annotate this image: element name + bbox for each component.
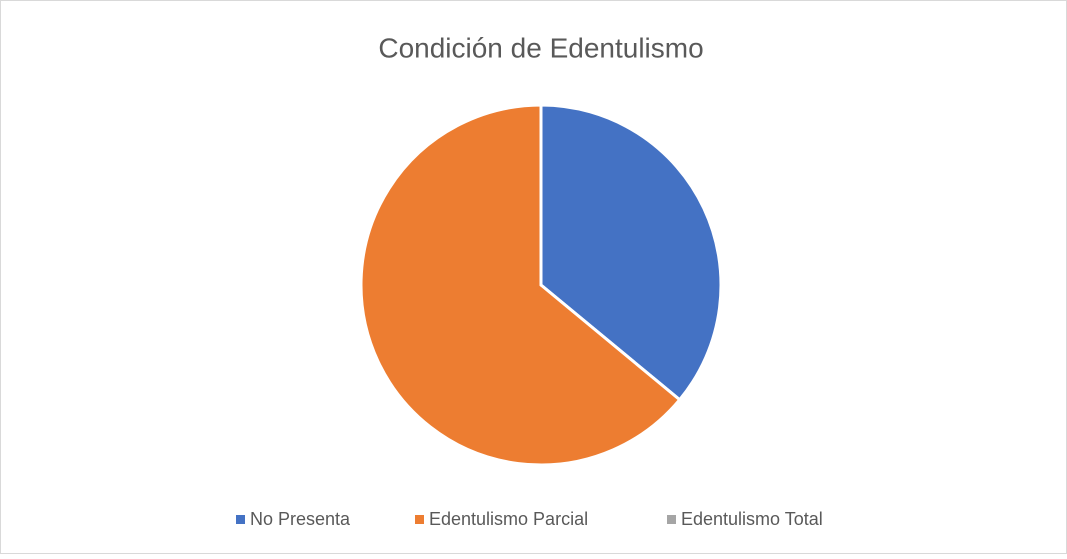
- legend-swatch: [415, 515, 424, 524]
- legend-label: Edentulismo Parcial: [429, 509, 588, 529]
- legend-label: Edentulismo Total: [681, 509, 823, 529]
- pie-slice: [359, 103, 682, 467]
- pie-slice: [539, 103, 723, 402]
- legend-label: No Presenta: [250, 509, 351, 529]
- legend-swatch: [667, 515, 676, 524]
- chart-title: Condición de Edentulismo: [378, 32, 703, 63]
- legend-swatch: [236, 515, 245, 524]
